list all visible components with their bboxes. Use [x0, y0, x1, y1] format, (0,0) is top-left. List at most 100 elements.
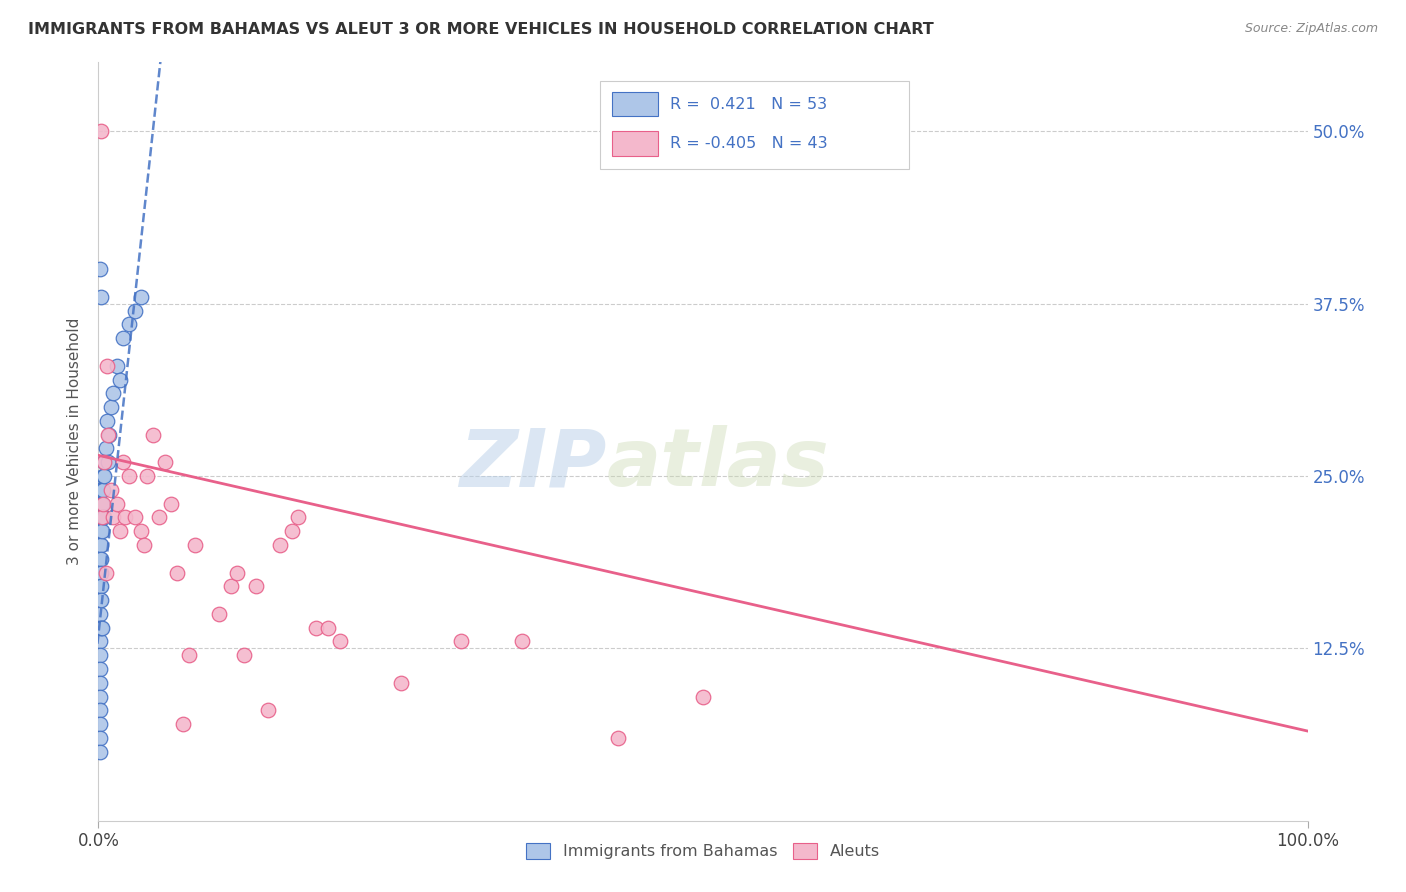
Point — [94, 442, 117, 456]
Point — [114, 510, 136, 524]
Point — [160, 497, 183, 511]
FancyBboxPatch shape — [613, 131, 658, 156]
Legend: Immigrants from Bahamas, Aleuts: Immigrants from Bahamas, Aleuts — [520, 837, 886, 866]
Point — [208, 607, 231, 621]
Point — [89, 607, 111, 621]
Point — [93, 455, 115, 469]
Point — [510, 634, 533, 648]
Point — [90, 524, 112, 538]
Point — [89, 497, 111, 511]
Point — [91, 510, 114, 524]
Point — [89, 551, 111, 566]
Point — [90, 551, 112, 566]
Text: atlas: atlas — [606, 425, 830, 503]
Point — [118, 318, 141, 332]
Point — [89, 262, 111, 277]
Point — [172, 717, 194, 731]
Point — [89, 510, 111, 524]
Point — [90, 124, 112, 138]
Point — [90, 566, 112, 580]
Point — [90, 621, 112, 635]
Point — [692, 690, 714, 704]
Point — [89, 648, 111, 663]
Point — [129, 290, 152, 304]
Point — [108, 372, 131, 386]
Point — [96, 414, 118, 428]
Point — [389, 675, 412, 690]
Point — [101, 386, 124, 401]
Point — [105, 359, 128, 373]
Point — [105, 497, 128, 511]
Point — [89, 524, 111, 538]
Point — [111, 455, 134, 469]
Point — [118, 469, 141, 483]
Point — [124, 303, 146, 318]
Point — [179, 648, 201, 663]
Text: R =  0.421   N = 53: R = 0.421 N = 53 — [671, 96, 828, 112]
Point — [134, 538, 156, 552]
Point — [91, 510, 114, 524]
Point — [100, 400, 122, 414]
Point — [91, 483, 114, 497]
Point — [91, 497, 114, 511]
Point — [100, 483, 122, 497]
Text: ZIP: ZIP — [458, 425, 606, 503]
Point — [221, 579, 243, 593]
Point — [256, 703, 278, 717]
Point — [269, 538, 291, 552]
Point — [94, 566, 117, 580]
Point — [89, 566, 111, 580]
Point — [305, 621, 328, 635]
FancyBboxPatch shape — [600, 81, 908, 169]
Point — [89, 621, 111, 635]
Point — [89, 675, 111, 690]
Point — [89, 703, 111, 717]
FancyBboxPatch shape — [613, 92, 658, 116]
Point — [129, 524, 152, 538]
Y-axis label: 3 or more Vehicles in Household: 3 or more Vehicles in Household — [67, 318, 83, 566]
Point — [91, 483, 114, 497]
Point — [89, 538, 111, 552]
Point — [97, 427, 120, 442]
Point — [124, 510, 146, 524]
Point — [89, 662, 111, 676]
Point — [89, 745, 111, 759]
Point — [89, 634, 111, 648]
Point — [96, 359, 118, 373]
Point — [89, 593, 111, 607]
Point — [89, 717, 111, 731]
Point — [148, 510, 170, 524]
Point — [166, 566, 188, 580]
Point — [97, 455, 120, 469]
Point — [93, 510, 115, 524]
Point — [108, 524, 131, 538]
Text: Source: ZipAtlas.com: Source: ZipAtlas.com — [1244, 22, 1378, 36]
Point — [135, 469, 157, 483]
Point — [281, 524, 304, 538]
Point — [607, 731, 630, 745]
Point — [153, 455, 176, 469]
Point — [90, 510, 112, 524]
Point — [90, 593, 112, 607]
Point — [90, 290, 112, 304]
Point — [245, 579, 267, 593]
Point — [91, 621, 114, 635]
Point — [287, 510, 309, 524]
Point — [450, 634, 472, 648]
Point — [93, 455, 115, 469]
Point — [111, 331, 134, 345]
Point — [89, 579, 111, 593]
Point — [329, 634, 352, 648]
Point — [91, 469, 114, 483]
Point — [90, 538, 112, 552]
Point — [184, 538, 207, 552]
Point — [90, 579, 112, 593]
Point — [226, 566, 249, 580]
Text: R = -0.405   N = 43: R = -0.405 N = 43 — [671, 136, 828, 151]
Point — [101, 510, 124, 524]
Point — [89, 690, 111, 704]
Point — [316, 621, 339, 635]
Point — [89, 483, 111, 497]
Point — [91, 510, 114, 524]
Point — [93, 469, 115, 483]
